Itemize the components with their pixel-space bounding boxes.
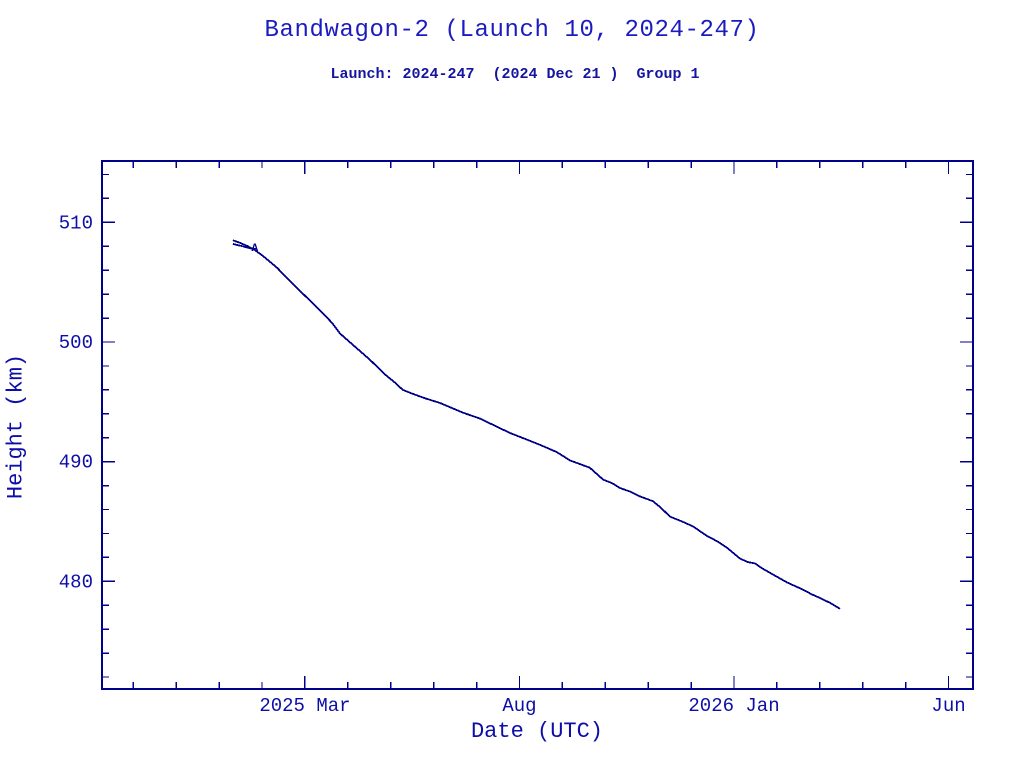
plot-frame [101,160,974,690]
x-tick-label: Jun [931,695,965,717]
x-axis-title: Date (UTC) [470,719,604,744]
chart-title: Bandwagon-2 (Launch 10, 2024-247) [264,17,760,44]
x-tick-label: 2025 Mar [259,695,350,717]
y-tick-label: 510 [59,212,93,234]
object-marker-A: A [251,243,258,255]
data-curve [232,239,841,610]
x-tick-label: Aug [502,695,536,717]
y-tick-label: 500 [59,332,93,354]
chart-subtitle: Launch: 2024-247 (2024 Dec 21 ) Group 1 [330,66,700,83]
y-tick-label: 480 [59,571,93,593]
x-tick-label: 2026 Jan [688,695,779,717]
y-tick-label: 490 [59,452,93,474]
data-curve-fork [232,243,252,250]
